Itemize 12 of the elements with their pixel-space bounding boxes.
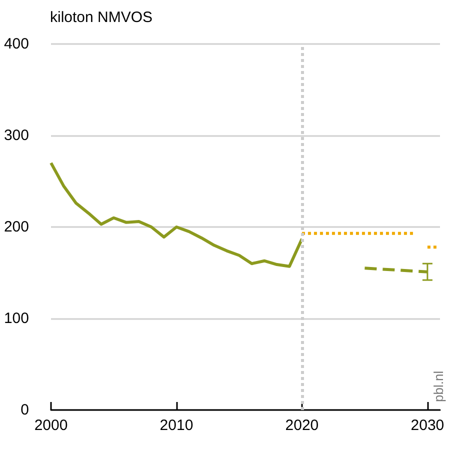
y-tick-label: 300	[4, 127, 29, 144]
x-tick-label: 2030	[410, 417, 444, 434]
x-tick-label: 2000	[34, 417, 68, 434]
y-tick-label: 100	[4, 310, 29, 327]
y-tick-label: 200	[4, 218, 29, 236]
y-axis-title: kiloton NMVOS	[50, 9, 153, 26]
y-tick-label: 400	[4, 36, 29, 52]
x-tick-label: 2020	[285, 417, 319, 434]
y-tick-label: 0	[20, 402, 29, 418]
annotation: pbl.nl	[431, 370, 446, 402]
line-series	[50, 161, 304, 268]
x-tick-label: 2010	[160, 417, 194, 434]
